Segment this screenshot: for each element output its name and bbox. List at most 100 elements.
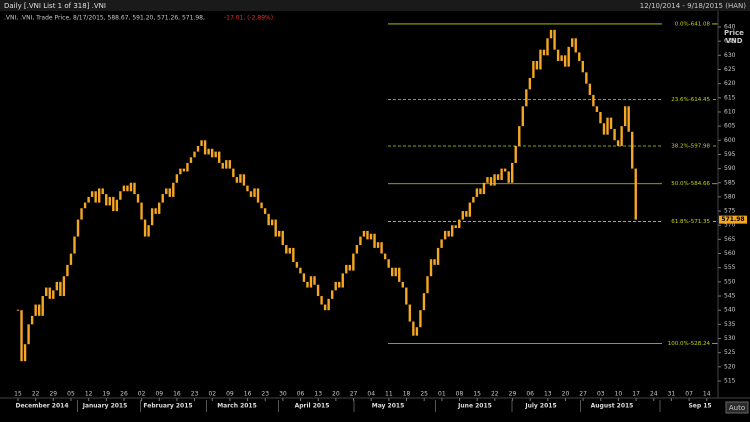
candle (461, 211, 464, 220)
candle (383, 253, 387, 260)
candle (585, 72, 588, 84)
candle (352, 253, 355, 271)
candle (313, 276, 316, 285)
y-tick-label: 540 (724, 307, 736, 314)
candle (549, 29, 553, 39)
candle (27, 324, 30, 345)
candle (242, 174, 246, 186)
candle (225, 160, 228, 169)
y-tick-label: 550 (724, 278, 736, 285)
fib-label: 38.2%-597.98 (671, 144, 710, 150)
legend-text: .VNI, .VNI, Trade Price, 8/17/2015, 588.… (4, 15, 205, 22)
candle (179, 168, 182, 175)
y-tick-label: 640 (724, 24, 736, 31)
x-tick-label: 01 (438, 391, 446, 398)
x-tick-label: 13 (314, 391, 322, 398)
x-tick-label: 17 (632, 391, 640, 398)
x-tick-label: 31 (668, 391, 676, 398)
candle (136, 194, 140, 203)
candle (133, 182, 136, 195)
x-tick-label: 13 (544, 391, 552, 398)
candle (571, 38, 574, 47)
candle (90, 191, 94, 197)
candle (412, 321, 415, 336)
fib-label: 100.0%-528.24 (668, 341, 711, 347)
candle (401, 281, 404, 288)
y-tick-label: 620 (724, 80, 736, 87)
candle (207, 148, 210, 155)
candle (606, 117, 609, 135)
x-tick-label: 02 (138, 391, 146, 398)
candle (140, 202, 143, 220)
month-label: February 2015 (143, 403, 192, 410)
candle (23, 344, 27, 362)
candle (556, 49, 560, 61)
candle (496, 174, 500, 180)
chart-title: Daily [.VNI List 1 of 318] .VNI (4, 2, 106, 10)
x-tick-label: 29 (49, 391, 57, 398)
candle (443, 230, 447, 240)
candle (489, 177, 493, 186)
candle (97, 188, 101, 203)
x-tick-label: 25 (420, 391, 428, 398)
candle (507, 171, 510, 183)
candle (359, 236, 362, 246)
x-tick-label: 07 (685, 391, 693, 398)
candle (20, 310, 23, 362)
x-tick-label: 05 (67, 391, 75, 398)
x-tick-label: 30 (279, 391, 287, 398)
candle (514, 145, 517, 163)
x-tick-label: 27 (579, 391, 587, 398)
candle (232, 168, 235, 178)
candle (500, 168, 503, 180)
candle (186, 162, 189, 172)
fib-label: 50.0%-584.66 (671, 181, 710, 187)
candle (542, 49, 546, 56)
candle (203, 140, 207, 155)
candle (161, 194, 164, 203)
price-axis-unit: VND (725, 37, 742, 45)
y-tick-label: 630 (724, 52, 736, 59)
candle (436, 247, 440, 265)
auto-button-label[interactable]: Auto (729, 404, 745, 412)
candle (511, 162, 514, 183)
candle (525, 89, 528, 107)
candle (472, 196, 475, 203)
candle (55, 281, 59, 291)
candle (34, 304, 37, 316)
candle (581, 60, 584, 73)
x-tick-label: 22 (491, 391, 499, 398)
x-tick-label: 14 (703, 391, 711, 398)
y-tick-label: 600 (724, 137, 736, 144)
candle (80, 208, 83, 220)
candle (267, 213, 270, 226)
candle (373, 233, 376, 248)
candle (627, 106, 630, 132)
x-tick-label: 26 (120, 391, 128, 398)
candle (376, 242, 380, 248)
candle (486, 177, 489, 183)
y-tick-label: 545 (724, 293, 736, 300)
fib-label-bg (662, 20, 712, 28)
x-tick-label: 19 (102, 391, 110, 398)
candle (553, 29, 556, 50)
candle (196, 145, 200, 152)
auto-button[interactable] (725, 401, 749, 414)
candle (447, 230, 450, 237)
y-tick-label: 565 (724, 236, 736, 243)
candle (165, 188, 168, 195)
y-tick-label: 625 (724, 66, 736, 73)
y-tick-label: 580 (724, 193, 736, 200)
candle (150, 208, 154, 226)
candle (87, 196, 90, 203)
y-tick-label: 605 (724, 123, 736, 130)
title-bar (0, 0, 750, 11)
candle (41, 296, 44, 316)
candle (126, 185, 129, 192)
x-tick-label: 02 (208, 391, 216, 398)
x-tick-label: 24 (650, 391, 658, 398)
candle (73, 236, 76, 254)
candle (306, 281, 309, 288)
month-label: May 2015 (372, 403, 405, 410)
candle (143, 219, 147, 237)
